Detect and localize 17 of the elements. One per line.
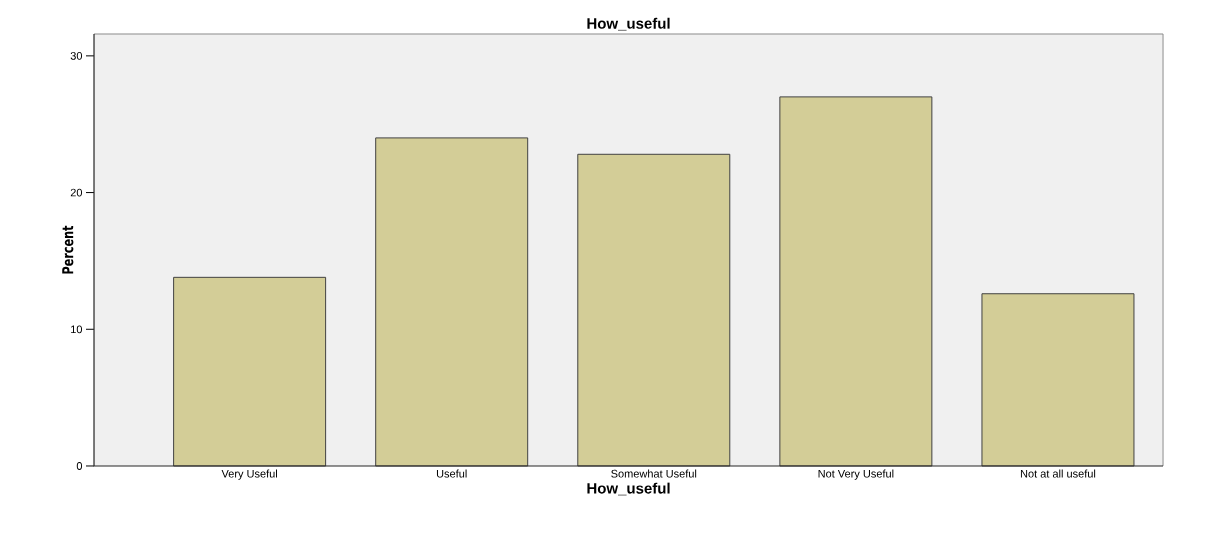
- y-axis-title: Percent: [62, 225, 74, 274]
- bar: [577, 153, 731, 467]
- bar: [981, 293, 1135, 467]
- x-axis-title: How_useful: [587, 482, 670, 496]
- x-tick-label: Not Very Useful: [818, 469, 894, 480]
- x-tick-label: Not at all useful: [1020, 469, 1096, 478]
- bar: [173, 276, 327, 467]
- bar: [779, 96, 933, 467]
- y-tick-label: 20: [70, 188, 83, 197]
- x-tick-label: Useful: [436, 469, 467, 478]
- y-tick-label: 30: [70, 51, 83, 60]
- y-tick-label: 0: [76, 462, 83, 470]
- bar: [375, 137, 529, 467]
- y-tick-label: 10: [71, 325, 83, 334]
- x-tick-label: Very Useful: [221, 469, 277, 480]
- x-tick-label: Somewhat Useful: [611, 469, 697, 478]
- chart-title: How_useful: [587, 17, 670, 31]
